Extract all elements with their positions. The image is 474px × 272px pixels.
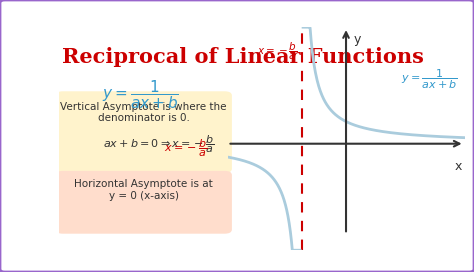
Text: $y=\dfrac{1}{ax+b}$: $y=\dfrac{1}{ax+b}$: [101, 79, 179, 112]
Text: $x=-\dfrac{b}{a}$: $x=-\dfrac{b}{a}$: [257, 41, 297, 63]
FancyBboxPatch shape: [55, 171, 232, 234]
Text: $ax+b=0\Rightarrow x=-\dfrac{b}{a}$: $ax+b=0\Rightarrow x=-\dfrac{b}{a}$: [103, 133, 215, 155]
Text: y: y: [354, 33, 361, 46]
Text: Vertical Asymptote is where the
denominator is 0.: Vertical Asymptote is where the denomina…: [61, 102, 227, 123]
Text: Horizontal Asymptote is at
y = 0 (x-axis): Horizontal Asymptote is at y = 0 (x-axis…: [74, 179, 213, 201]
Text: x: x: [455, 160, 462, 173]
Text: Reciprocal of Linear Functions: Reciprocal of Linear Functions: [62, 47, 424, 67]
Text: $x=-\dfrac{b}{a}$: $x=-\dfrac{b}{a}$: [164, 137, 207, 159]
FancyBboxPatch shape: [55, 91, 232, 173]
Text: $y=\dfrac{1}{ax+b}$: $y=\dfrac{1}{ax+b}$: [401, 68, 457, 91]
